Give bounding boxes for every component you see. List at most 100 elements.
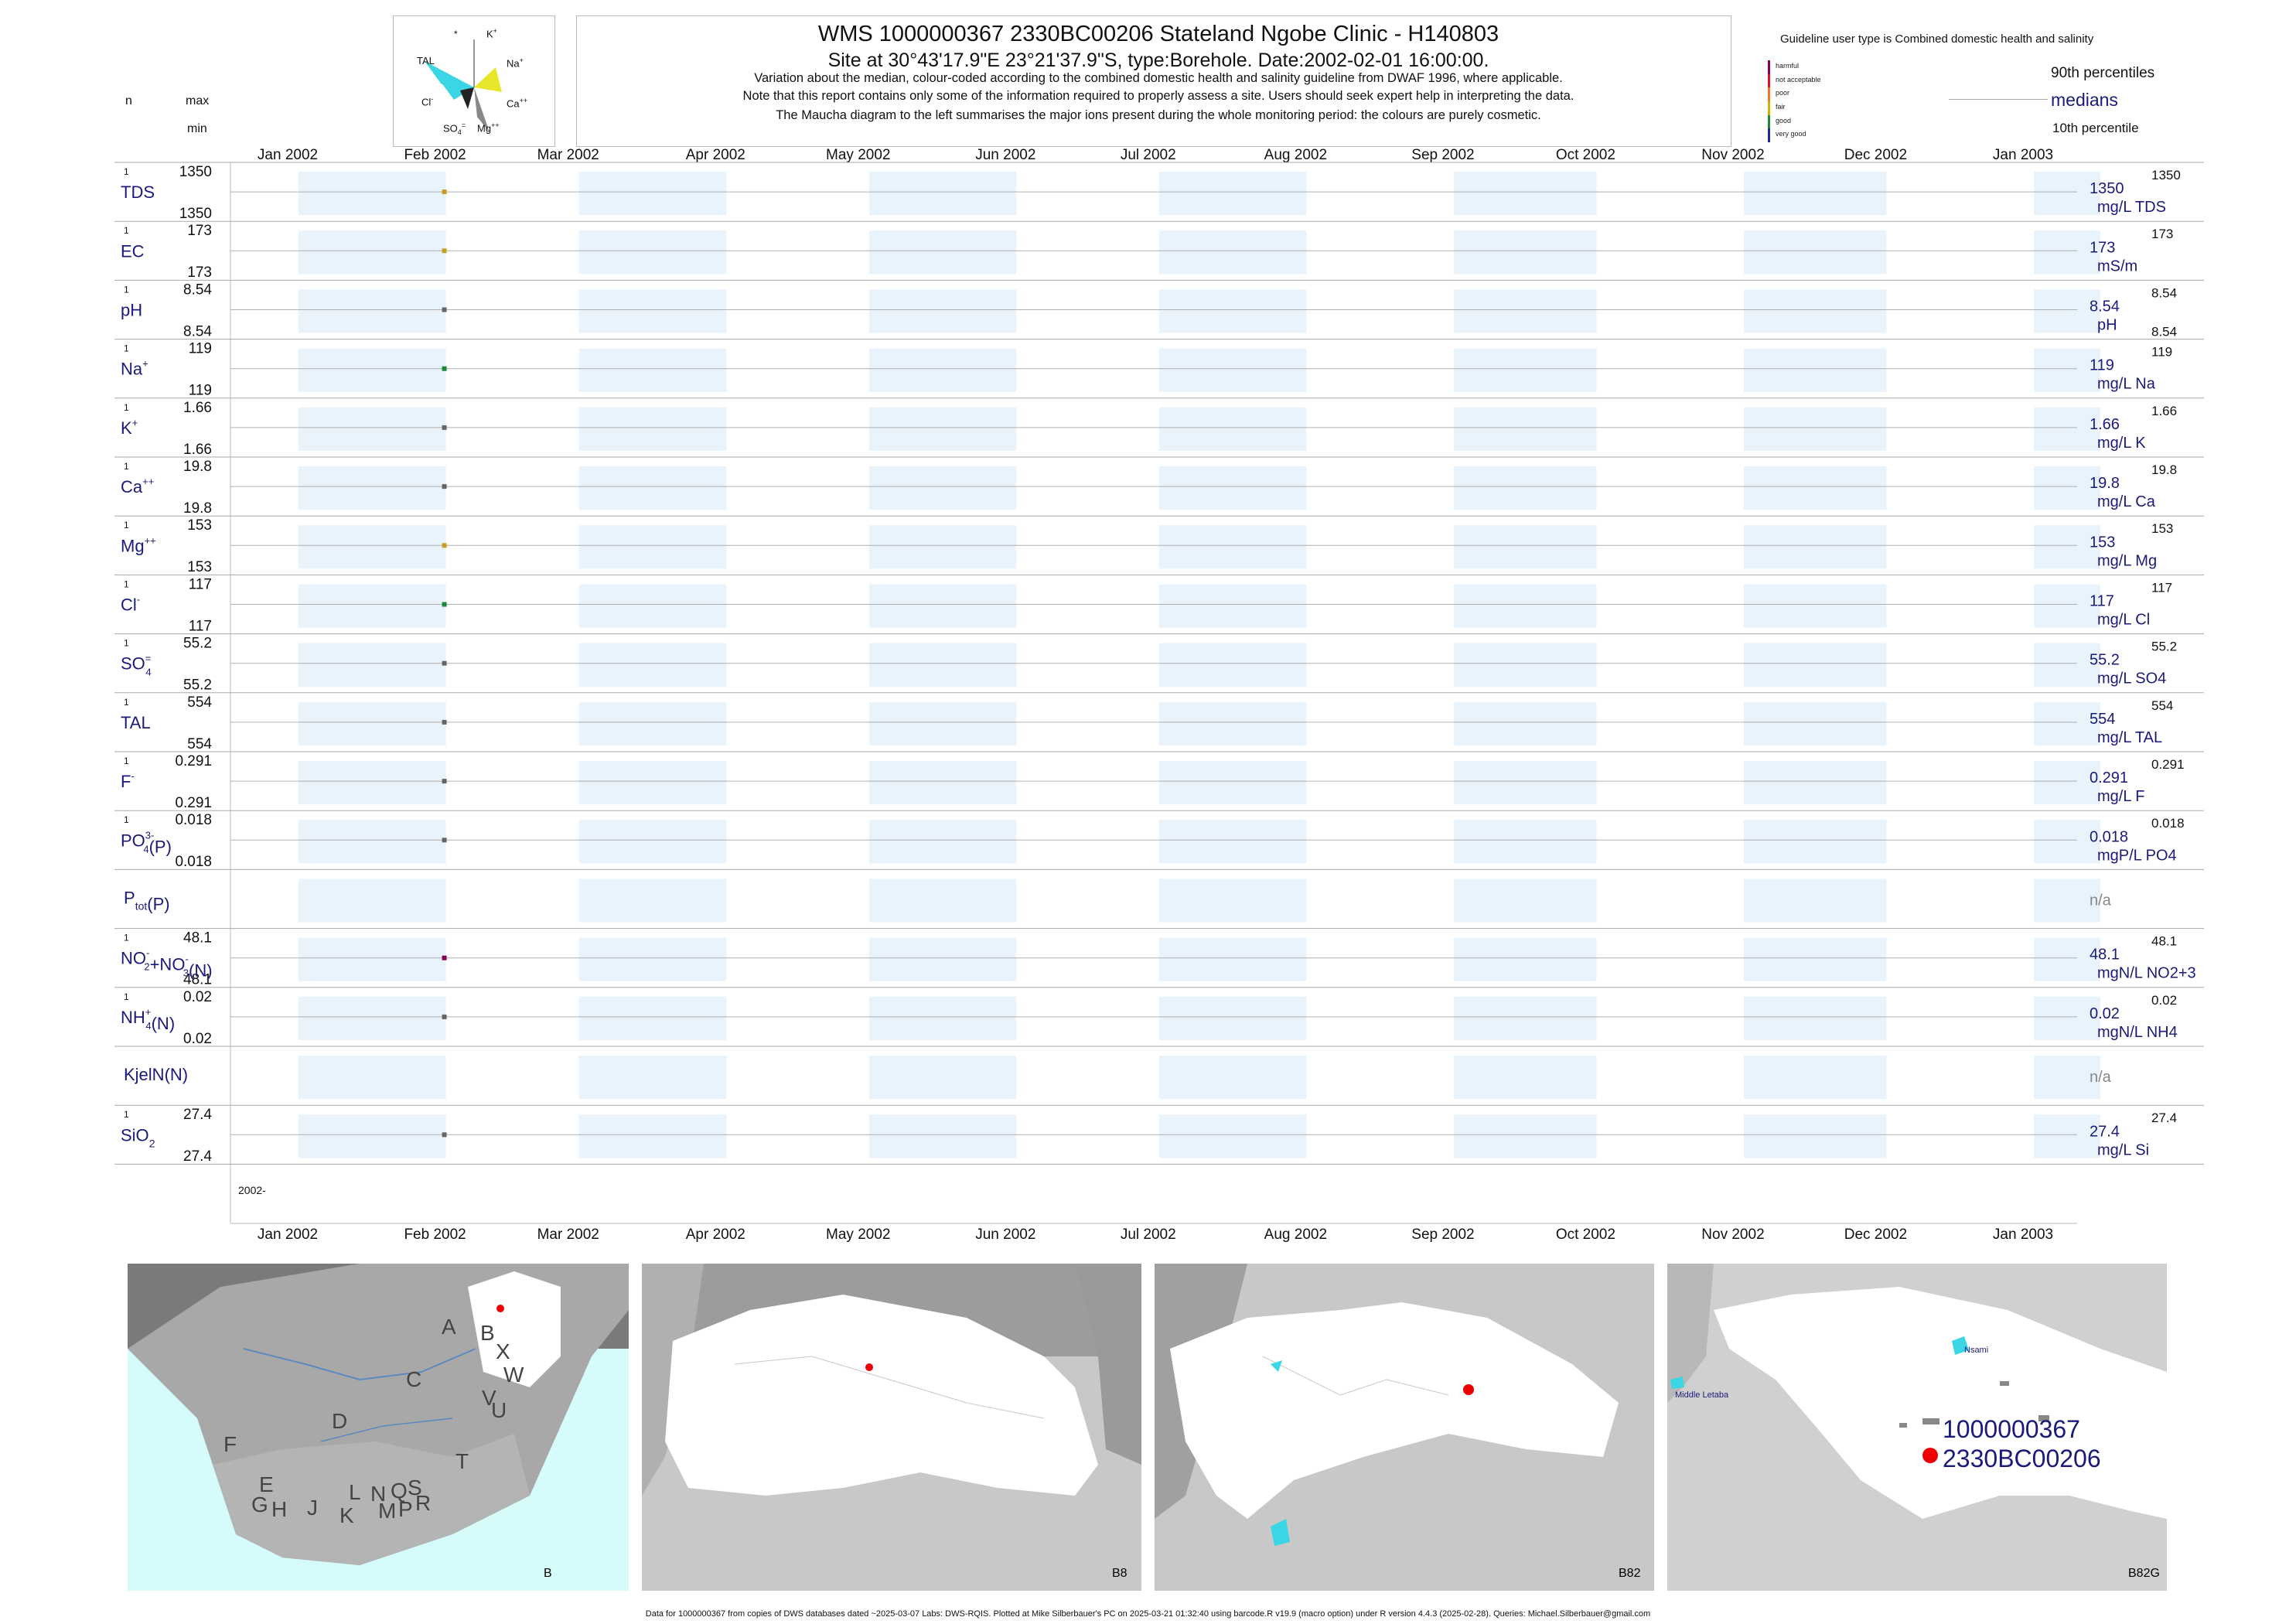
month-band: [1158, 289, 1307, 333]
month-band: [1453, 289, 1597, 333]
row-median-value: 55.2: [2090, 652, 2120, 669]
row-p90: 19.8: [2151, 462, 2177, 477]
x-tick-label-top: Jan 2002: [258, 147, 318, 163]
guideline-color-0: [1768, 60, 1770, 74]
row-max: 1.66: [183, 400, 212, 416]
month-band: [299, 761, 446, 805]
note-3: The Maucha diagram to the left summarise…: [776, 108, 1541, 122]
map-region-letter: S: [408, 1476, 422, 1499]
month-band: [868, 172, 1017, 216]
row-n: 1: [124, 284, 129, 295]
month-band: [1743, 584, 1887, 628]
month-band: [2034, 937, 2100, 981]
row-min: 1.66: [183, 442, 212, 458]
month-band: [1158, 820, 1307, 864]
row-p90: 554: [2151, 698, 2173, 713]
map-b8-graphic: [642, 1264, 1141, 1496]
map-region-letter: G: [251, 1493, 268, 1517]
month-band: [1158, 525, 1307, 569]
month-band: [1743, 879, 1887, 923]
x-tick-label-top: Dec 2002: [1844, 147, 1907, 163]
month-band: [1158, 1056, 1307, 1100]
row-n: 1: [124, 402, 129, 413]
row-n: 1: [124, 461, 129, 472]
map-region-letter: W: [503, 1363, 524, 1387]
row-units: mg/L F: [2097, 788, 2145, 805]
sample-point: [442, 484, 447, 490]
x-tick-label-bottom: Jan 2003: [1993, 1227, 2053, 1243]
month-band: [2034, 525, 2100, 569]
row-min: 119: [189, 383, 212, 399]
maucha-diagram: [425, 39, 502, 132]
x-tick-label-bottom: Aug 2002: [1264, 1227, 1327, 1243]
row-max: 153: [187, 517, 212, 534]
x-tick-label-top: Mar 2002: [537, 147, 599, 163]
timeseries-chart: Jan 2002 Jan 2002 Feb 2002 Feb 2002 Mar 2002…: [114, 147, 2204, 1243]
month-band: [1743, 761, 1887, 805]
month-band: [578, 643, 727, 687]
map-region-letter: J: [307, 1496, 318, 1520]
row-units: mg/L TDS: [2097, 199, 2166, 216]
x-tick-label-top: Nov 2002: [1701, 147, 1764, 163]
month-band: [1158, 1114, 1307, 1158]
maucha-label-star: *: [454, 29, 458, 39]
month-band: [868, 466, 1017, 510]
month-band: [1158, 584, 1307, 628]
month-band: [578, 466, 727, 510]
map-south-africa-graphic: [128, 1264, 629, 1565]
month-band: [299, 466, 446, 510]
row-label: Cl-: [121, 594, 140, 615]
guideline-color-5: [1768, 128, 1770, 142]
row-label: NO-2+NO-3(N): [121, 947, 213, 981]
month-band: [1743, 348, 1887, 392]
row-max: 27.4: [183, 1107, 212, 1123]
month-band: [868, 584, 1017, 628]
month-band: [299, 289, 446, 333]
x-tick-label-top: Jul 2002: [1121, 147, 1176, 163]
row-units: mg/L SO4: [2097, 670, 2166, 687]
row-p90: 48.1: [2151, 934, 2177, 949]
x-tick-label-bottom: Mar 2002: [537, 1227, 599, 1243]
row-units: mg/L Cl: [2097, 612, 2150, 629]
row-p90: 8.54: [2151, 285, 2177, 300]
map-region-letter: M: [378, 1499, 397, 1523]
sample-point: [442, 307, 447, 312]
guideline-color-2: [1768, 87, 1770, 101]
month-band: [1453, 996, 1597, 1040]
row-p90: 1.66: [2151, 404, 2177, 418]
guideline-level-3: fair: [1776, 103, 1786, 111]
map-label-b82g: B82G: [2128, 1567, 2160, 1580]
row-units: mgP/L PO4: [2097, 847, 2177, 864]
sample-point: [442, 366, 447, 371]
x-tick-label-top: Jun 2002: [975, 147, 1035, 163]
month-band: [1453, 761, 1597, 805]
map-region-letter: B: [480, 1321, 495, 1345]
row-p90: 153: [2151, 521, 2173, 536]
row-p90: 0.291: [2151, 757, 2185, 772]
row-p90: 27.4: [2151, 1111, 2177, 1125]
row-median-value: 27.4: [2090, 1123, 2120, 1140]
row-p90: 0.018: [2151, 816, 2185, 831]
month-band: [578, 407, 727, 451]
row-median-value: 8.54: [2090, 299, 2120, 316]
month-band: [1743, 996, 1887, 1040]
month-band: [299, 407, 446, 451]
month-band: [1158, 879, 1307, 923]
sample-point: [442, 543, 447, 548]
maucha-label-tal: TAL: [417, 55, 435, 67]
month-band: [2034, 643, 2100, 687]
month-band: [868, 407, 1017, 451]
row-min: 1350: [179, 206, 212, 222]
col-header-n: n: [125, 94, 132, 107]
month-band: [2034, 1056, 2100, 1100]
row-max: 8.54: [183, 281, 212, 298]
x-tick-label-top: Sep 2002: [1411, 147, 1474, 163]
guideline-color-4: [1768, 114, 1770, 129]
maucha-label-mg: Mg++: [477, 121, 500, 135]
row-max: 119: [189, 341, 212, 357]
row-max: 0.291: [175, 753, 212, 769]
map-region-letter: C: [406, 1367, 422, 1391]
guideline-level-4: good: [1776, 116, 1792, 125]
x-tick-label-bottom: Nov 2002: [1701, 1227, 1764, 1243]
